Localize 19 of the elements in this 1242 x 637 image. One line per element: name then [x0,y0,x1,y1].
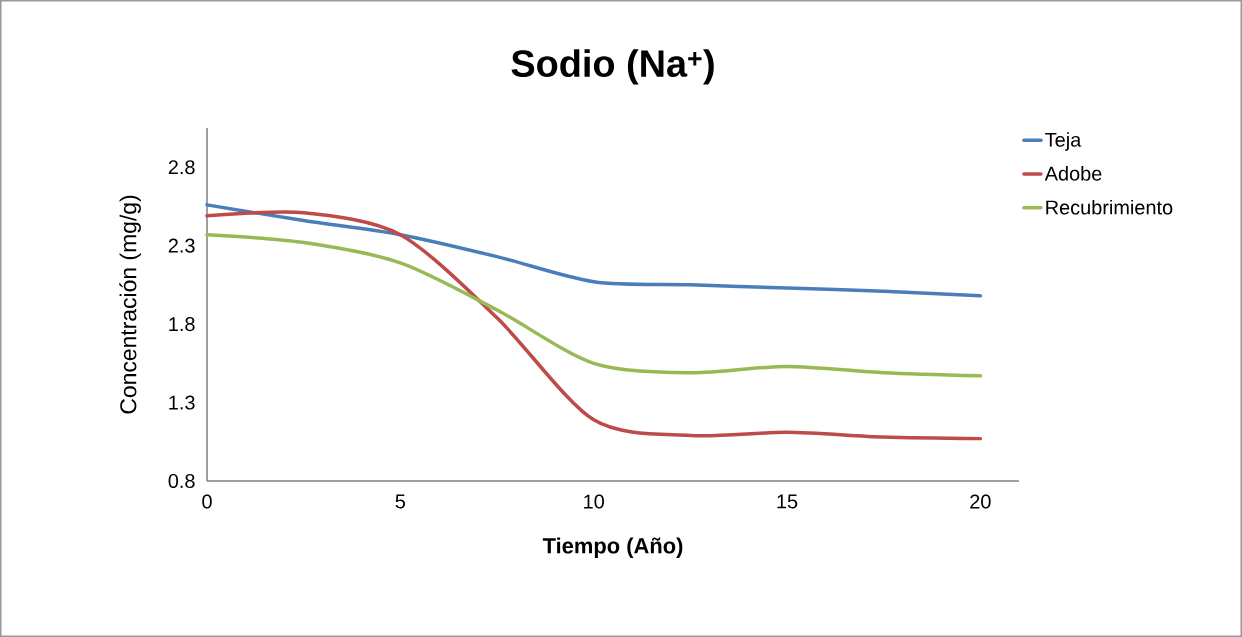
y-tick-label: 0.8 [168,473,195,489]
chart-title: Sodio (Na$^{+}$) [511,49,714,85]
legend-label: Recubrimiento [1046,199,1173,215]
x-tick-label: 10 [584,494,604,509]
x-tick-label: 15 [777,494,798,509]
line-series [205,210,983,441]
y-tick-label: 1.3 [169,395,195,410]
legend-label: Teja [1045,132,1082,151]
x-axis-title: Tiempo (Año) [542,537,683,558]
y-axis-title: Concentración (mg/g) [119,195,141,414]
legend-label: Adobe [1044,166,1102,181]
line-series [205,203,983,298]
x-tick-label: 0 [202,494,212,509]
x-tick-label: 20 [970,494,991,509]
x-tick-label: 5 [395,494,406,509]
y-tick-label: 2.3 [168,238,195,253]
y-tick-label: 1.8 [169,317,195,332]
line-series [205,232,983,378]
y-tick-label: 2.8 [168,160,195,175]
